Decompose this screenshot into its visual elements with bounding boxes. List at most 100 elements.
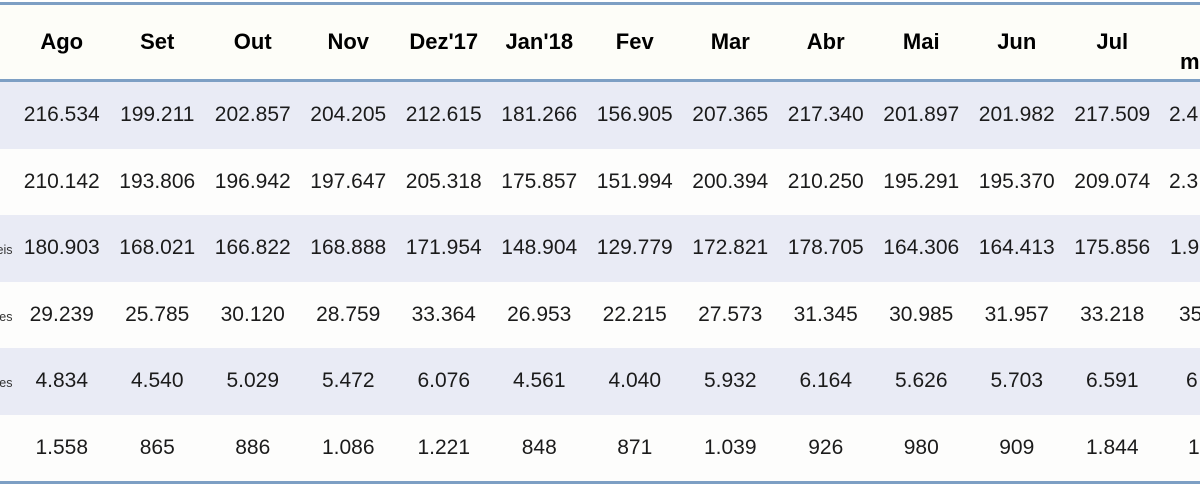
month-header-fev: Fev xyxy=(615,29,654,54)
month-header-mai: Mai xyxy=(902,29,940,54)
month-header-mar: Mar xyxy=(710,29,750,54)
table-row: 1.558 865 886 1.086 1.221 848 871 1.039 926 980 90… xyxy=(0,414,1200,481)
value-cell: 1.844 xyxy=(1085,435,1139,459)
value-cell: 217.340 xyxy=(787,103,864,127)
value-cell: 1.221 xyxy=(417,435,471,459)
value-cell: 129.779 xyxy=(596,236,673,260)
cutoff-value-fragment: 1 xyxy=(1188,435,1200,459)
cutoff-value-fragment: 2.4 xyxy=(1169,103,1199,127)
value-cell: 180.903 xyxy=(23,236,100,260)
value-cell: 4.834 xyxy=(35,369,89,393)
table-row: 210.142 193.806 196.942 197.647 205.318 175.8… xyxy=(0,148,1200,215)
month-header-nov: Nov xyxy=(327,29,370,54)
value-cell: 217.509 xyxy=(1074,103,1151,127)
value-cell: 205.318 xyxy=(405,169,482,193)
value-cell: 209.074 xyxy=(1074,169,1151,193)
month-header-set: Set xyxy=(140,29,175,54)
value-cell: 848 xyxy=(521,435,557,459)
month-header-dez17: Dez'17 xyxy=(409,29,479,54)
value-cell: 30.120 xyxy=(220,302,285,326)
value-cell: 27.573 xyxy=(698,302,763,326)
value-cell: 1.558 xyxy=(35,435,89,459)
value-cell: 4.561 xyxy=(512,369,566,393)
value-cell: 926 xyxy=(808,435,844,459)
value-cell: 168.888 xyxy=(310,236,387,260)
value-cell: 28.759 xyxy=(316,302,381,326)
value-cell: 1.039 xyxy=(703,435,757,459)
month-header-jul: Jul xyxy=(1096,29,1129,54)
value-cell: 33.218 xyxy=(1080,302,1145,326)
value-cell: 171.954 xyxy=(405,236,482,260)
cutoff-value-fragment: 2.3 xyxy=(1169,169,1199,193)
value-cell: 6.591 xyxy=(1085,369,1139,393)
value-cell: 193.806 xyxy=(119,169,196,193)
value-cell: 5.472 xyxy=(321,369,375,393)
value-cell: 164.413 xyxy=(978,236,1055,260)
value-cell: 216.534 xyxy=(23,103,100,127)
value-cell: 200.394 xyxy=(692,169,769,193)
value-cell: 30.985 xyxy=(889,302,954,326)
value-cell: 210.250 xyxy=(787,169,864,193)
cutoff-value-fragment: 35 xyxy=(1179,302,1200,326)
row-label-fragment xyxy=(0,103,14,127)
table-row: eis 180.903 168.021 166.822 168.888 171.954 14… xyxy=(0,215,1200,282)
value-cell: 4.540 xyxy=(130,369,184,393)
table-row: 216.534 199.211 202.857 204.205 212.615 181.2… xyxy=(0,82,1200,149)
value-cell: 5.029 xyxy=(226,369,280,393)
value-cell: 22.215 xyxy=(602,302,667,326)
cutoff-value-fragment: 6 xyxy=(1186,369,1198,393)
value-cell: 166.822 xyxy=(214,236,291,260)
value-cell: 33.364 xyxy=(411,302,476,326)
value-cell: 26.953 xyxy=(507,302,572,326)
table-row: es 4.834 4.540 5.029 5.472 6.076 4.561 4.040 5.9… xyxy=(0,348,1200,415)
row-label-fragment: es xyxy=(0,309,13,324)
value-cell: 5.703 xyxy=(990,369,1044,393)
row-label-fragment: eis xyxy=(0,243,13,258)
value-cell: 172.821 xyxy=(692,236,769,260)
value-cell: 212.615 xyxy=(405,103,482,127)
value-cell: 168.021 xyxy=(119,236,196,260)
value-cell: 31.345 xyxy=(793,302,858,326)
value-cell: 175.856 xyxy=(1074,236,1151,260)
value-cell: 175.857 xyxy=(501,169,578,193)
row-label-fragment xyxy=(0,436,14,460)
row-label-fragment xyxy=(0,170,14,194)
value-cell: 4.040 xyxy=(608,369,662,393)
value-cell: 197.647 xyxy=(310,169,387,193)
value-cell: 210.142 xyxy=(23,169,100,193)
value-cell: 199.211 xyxy=(120,103,195,127)
value-cell: 6.076 xyxy=(417,369,471,393)
value-cell: 151.994 xyxy=(596,169,673,193)
value-cell: 6.164 xyxy=(799,369,853,393)
value-cell: 204.205 xyxy=(310,103,387,127)
month-header-abr: Abr xyxy=(806,29,845,54)
value-cell: 1.086 xyxy=(321,435,375,459)
value-cell: 181.266 xyxy=(501,103,578,127)
cutoff-value-fragment: 1.9 xyxy=(1170,236,1200,260)
row-label-fragment: es xyxy=(0,376,13,391)
value-cell: 909 xyxy=(999,435,1035,459)
value-cell: 871 xyxy=(617,435,653,459)
value-cell: 148.904 xyxy=(501,236,578,260)
value-cell: 5.626 xyxy=(894,369,948,393)
value-cell: 202.857 xyxy=(214,103,291,127)
value-cell: 164.306 xyxy=(883,236,960,260)
value-cell: 178.705 xyxy=(787,236,864,260)
value-cell: 29.239 xyxy=(29,302,94,326)
value-cell: 5.932 xyxy=(703,369,757,393)
value-cell: 196.942 xyxy=(214,169,291,193)
value-cell: 207.365 xyxy=(692,103,769,127)
table-row: es 29.239 25.785 30.120 28.759 33.364 26.953 22… xyxy=(0,281,1200,348)
value-cell: 201.982 xyxy=(978,103,1055,127)
value-cell: 865 xyxy=(139,435,175,459)
cutoff-column-header: m xyxy=(1180,49,1200,74)
month-header-ago: Ago xyxy=(40,29,84,54)
month-header-out: Out xyxy=(233,29,272,54)
month-header-jun: Jun xyxy=(997,29,1037,54)
value-cell: 156.905 xyxy=(596,103,673,127)
value-cell: 201.897 xyxy=(883,103,960,127)
table-header-row: Ago Set Out Nov Dez'17 Jan'18 Fev Mar Ab… xyxy=(0,5,1200,82)
value-cell: 195.370 xyxy=(978,169,1055,193)
